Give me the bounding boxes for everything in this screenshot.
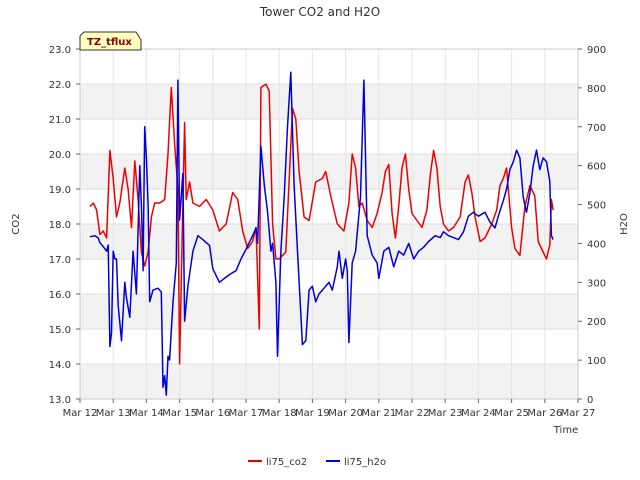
x-tick-label: Mar 16 [195,408,230,419]
y-left-tick-label: 15.0 [49,325,71,336]
series-layer [89,71,554,396]
y-right-tick-label: 0 [587,395,593,406]
x-tick-label: Mar 14 [129,408,164,419]
x-tick-label: Mar 18 [262,408,297,419]
y-right-tick-label: 100 [587,356,606,367]
plot-band [80,224,578,259]
x-tick-label: Mar 13 [96,408,131,419]
x-tick-label: Mar 23 [428,408,463,419]
y-axis-right: 0 100 200 300 400 500 600 700 800 900 [578,45,606,406]
y-left-tick-label: 16.0 [49,290,71,301]
y-axis-left-title: CO2 [11,213,22,234]
y-left-tick-label: 18.0 [49,220,71,231]
x-axis-title: Time [553,425,578,436]
x-tick-label: Mar 12 [63,408,98,419]
y-right-tick-label: 200 [587,317,606,328]
y-left-tick-label: 13.0 [49,395,71,406]
legend: li75_co2 li75_h2o [248,457,386,468]
x-tick-label: Mar 17 [229,408,264,419]
x-tick-label: Mar 26 [527,408,562,419]
y-left-tick-label: 21.0 [49,115,71,126]
series-line-li75_co2 [89,83,554,365]
series-line-li75_h2o [89,71,554,396]
x-tick-label: Mar 19 [295,408,330,419]
y-right-tick-label: 600 [587,162,606,173]
y-axis-right-title: H2O [619,213,630,235]
legend-label-h2o: li75_h2o [344,457,386,468]
plot-band [80,364,578,399]
x-tick-label: Mar 22 [395,408,430,419]
y-left-tick-label: 14.0 [49,360,71,371]
badge-label: TZ_tflux [87,37,132,48]
y-left-tick-label: 19.0 [49,185,71,196]
y-axis-left: 13.0 14.0 15.0 16.0 17.0 18.0 19.0 20.0 21.0 22.0… [49,45,80,406]
y-right-tick-label: 900 [587,45,606,56]
plot-band [80,154,578,189]
x-tick-label: Mar 15 [162,408,197,419]
x-tick-label: Mar 24 [461,408,496,419]
y-right-tick-label: 300 [587,278,606,289]
y-left-tick-label: 20.0 [49,150,71,161]
x-tick-label: Mar 20 [328,408,363,419]
y-left-tick-label: 22.0 [49,80,71,91]
y-right-tick-label: 500 [587,201,606,212]
badge: TZ_tflux [79,31,142,51]
y-left-tick-label: 23.0 [49,45,71,56]
y-left-tick-label: 17.0 [49,255,71,266]
x-tick-label: Mar 25 [494,408,529,419]
y-right-tick-label: 700 [587,123,606,134]
x-tick-label: Mar 27 [561,408,596,419]
y-right-tick-label: 400 [587,239,606,250]
badge-box [79,31,142,51]
legend-label-co2: li75_co2 [266,457,307,468]
plot-band [80,294,578,329]
chart-title: Tower CO2 and H2O [259,5,380,19]
plot-band [80,84,578,119]
y-right-tick-label: 800 [587,84,606,95]
x-tick-label: Mar 21 [361,408,396,419]
